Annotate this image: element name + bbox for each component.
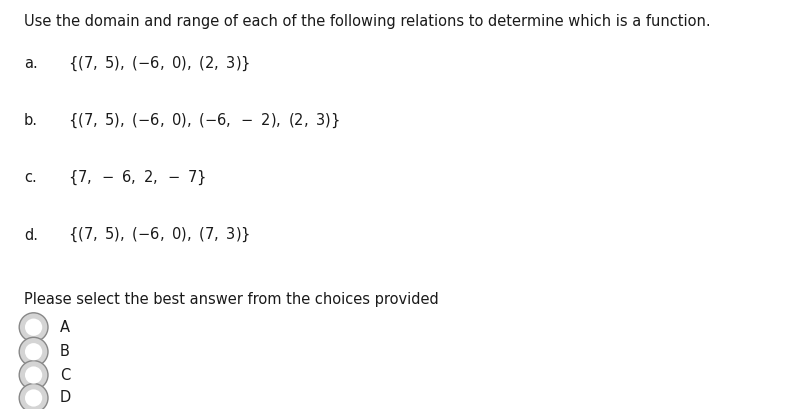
Ellipse shape xyxy=(19,384,48,409)
Ellipse shape xyxy=(19,361,48,389)
Text: D: D xyxy=(60,391,71,405)
Text: c.: c. xyxy=(24,171,37,185)
Text: a.: a. xyxy=(24,56,38,71)
Ellipse shape xyxy=(19,337,48,366)
Ellipse shape xyxy=(19,313,48,342)
Ellipse shape xyxy=(25,389,42,407)
Text: $\left\{(7,\ 5),\ (-6,\ 0),\ (7,\ 3)\right\}$: $\left\{(7,\ 5),\ (-6,\ 0),\ (7,\ 3)\rig… xyxy=(68,226,250,245)
Text: Use the domain and range of each of the following relations to determine which i: Use the domain and range of each of the … xyxy=(24,14,710,29)
Ellipse shape xyxy=(25,366,42,384)
Text: $\left\{(7,\ 5),\ (-6,\ 0),\ (-6,\ -\ 2),\ (2,\ 3)\right\}$: $\left\{(7,\ 5),\ (-6,\ 0),\ (-6,\ -\ 2)… xyxy=(68,111,340,130)
Text: $\left\{(7,\ 5),\ (-6,\ 0),\ (2,\ 3)\right\}$: $\left\{(7,\ 5),\ (-6,\ 0),\ (2,\ 3)\rig… xyxy=(68,54,250,73)
Text: Please select the best answer from the choices provided: Please select the best answer from the c… xyxy=(24,292,438,308)
Text: d.: d. xyxy=(24,228,38,243)
Ellipse shape xyxy=(25,343,42,360)
Ellipse shape xyxy=(25,319,42,336)
Text: b.: b. xyxy=(24,113,38,128)
Text: B: B xyxy=(60,344,70,359)
Text: C: C xyxy=(60,368,70,382)
Text: $\left\{7,\ -\ 6,\ 2,\ -\ 7\right\}$: $\left\{7,\ -\ 6,\ 2,\ -\ 7\right\}$ xyxy=(68,169,206,187)
Text: A: A xyxy=(60,320,70,335)
